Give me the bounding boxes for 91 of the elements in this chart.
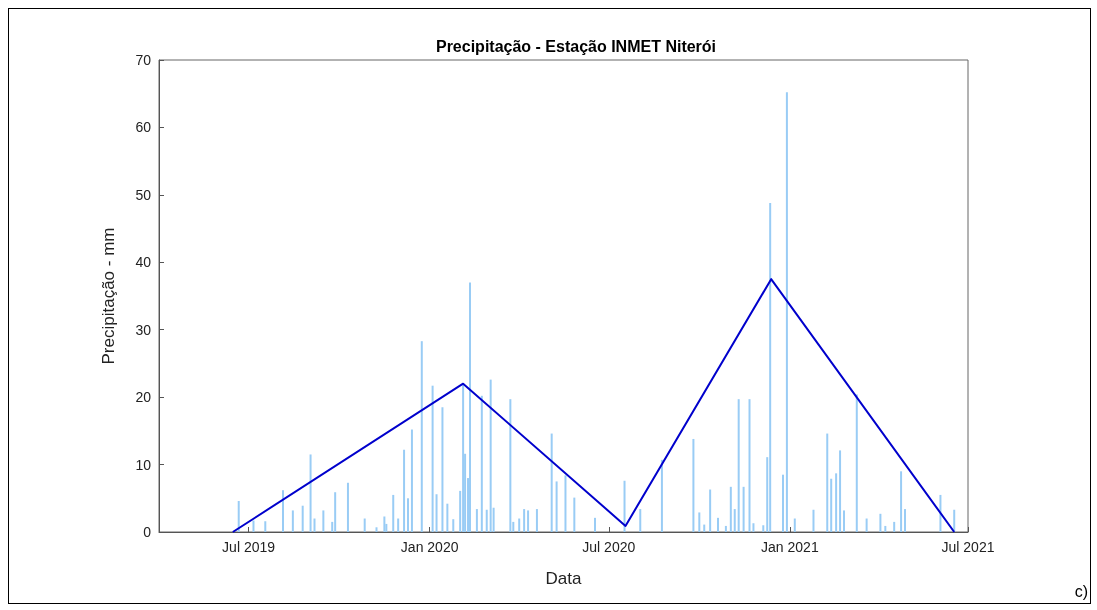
bar (830, 478, 833, 532)
bar (724, 525, 727, 532)
y-tick-label: 30 (135, 321, 152, 338)
bar (264, 521, 267, 532)
bar (392, 494, 395, 532)
bar (485, 509, 488, 532)
bar (469, 282, 471, 532)
bar (703, 524, 706, 532)
bar (535, 509, 538, 532)
y-tick-label: 50 (135, 186, 152, 203)
y-tick-label: 60 (135, 119, 152, 136)
bar (322, 510, 325, 532)
bar (527, 510, 530, 532)
bar (446, 503, 449, 532)
bar (842, 510, 845, 532)
bar (301, 505, 304, 532)
y-tick-label: 20 (135, 389, 152, 406)
bar (252, 520, 255, 532)
x-tick-label: Jul 2021 (941, 539, 995, 555)
bar (397, 518, 400, 532)
bar (489, 379, 492, 532)
bar (781, 474, 784, 532)
bar (518, 518, 521, 532)
bar (893, 521, 896, 532)
bar (407, 498, 409, 532)
bar (865, 518, 868, 532)
bar (793, 518, 796, 532)
x-axis-title: Data (545, 569, 582, 588)
y-tick-label: 70 (135, 52, 152, 68)
x-tick-label: Jan 2020 (400, 539, 459, 555)
bar (812, 509, 815, 532)
bar (573, 497, 576, 532)
text: c) (1074, 582, 1088, 600)
bar (748, 399, 751, 532)
bar (904, 509, 907, 532)
bar (709, 489, 712, 532)
bar (555, 481, 558, 532)
y-axis-title: Precipitação - mm (99, 227, 118, 365)
bar (435, 494, 438, 532)
bar (593, 517, 596, 532)
bar (660, 459, 663, 532)
bar (403, 449, 406, 532)
bar (550, 433, 553, 532)
bar (564, 475, 567, 532)
bar (313, 518, 316, 532)
bar (826, 433, 829, 532)
bar (441, 407, 444, 532)
bar (733, 509, 736, 532)
bar (698, 512, 701, 532)
bar (237, 500, 240, 532)
y-tick-label: 0 (143, 524, 152, 540)
bar (420, 341, 423, 532)
bar (282, 490, 285, 532)
bar (346, 482, 349, 532)
bar (475, 509, 478, 532)
bar (431, 385, 434, 532)
bar (729, 486, 732, 532)
bar (742, 486, 745, 532)
bar (363, 518, 366, 532)
bar (769, 202, 772, 532)
x-tick-label: Jul 2019 (222, 539, 276, 555)
bar (855, 394, 858, 532)
bar (737, 399, 740, 532)
bar (523, 509, 526, 532)
bar (509, 399, 512, 532)
bar (291, 510, 294, 532)
bar (623, 480, 626, 532)
bar (410, 429, 413, 532)
bar (639, 509, 642, 532)
bar (879, 513, 882, 532)
bar (452, 519, 455, 532)
bar (717, 517, 720, 532)
bar (785, 92, 788, 532)
bar (884, 525, 887, 532)
bar (334, 492, 337, 532)
bar (900, 471, 903, 532)
bar (480, 395, 483, 532)
bar (462, 384, 465, 532)
bar (692, 438, 695, 532)
x-tick-label: Jul 2020 (582, 539, 636, 555)
bar (375, 527, 378, 532)
bar (383, 516, 386, 532)
chart-title: Precipitação - Estação INMET Niterói (435, 37, 717, 55)
y-tick-label: 40 (135, 254, 152, 271)
bar (309, 454, 312, 532)
bar (835, 473, 838, 532)
bar (839, 450, 842, 532)
y-tick-label: 10 (135, 456, 152, 473)
line-series (231, 278, 956, 533)
bar (762, 525, 765, 532)
x-tick-label: Jan 2021 (761, 539, 819, 555)
